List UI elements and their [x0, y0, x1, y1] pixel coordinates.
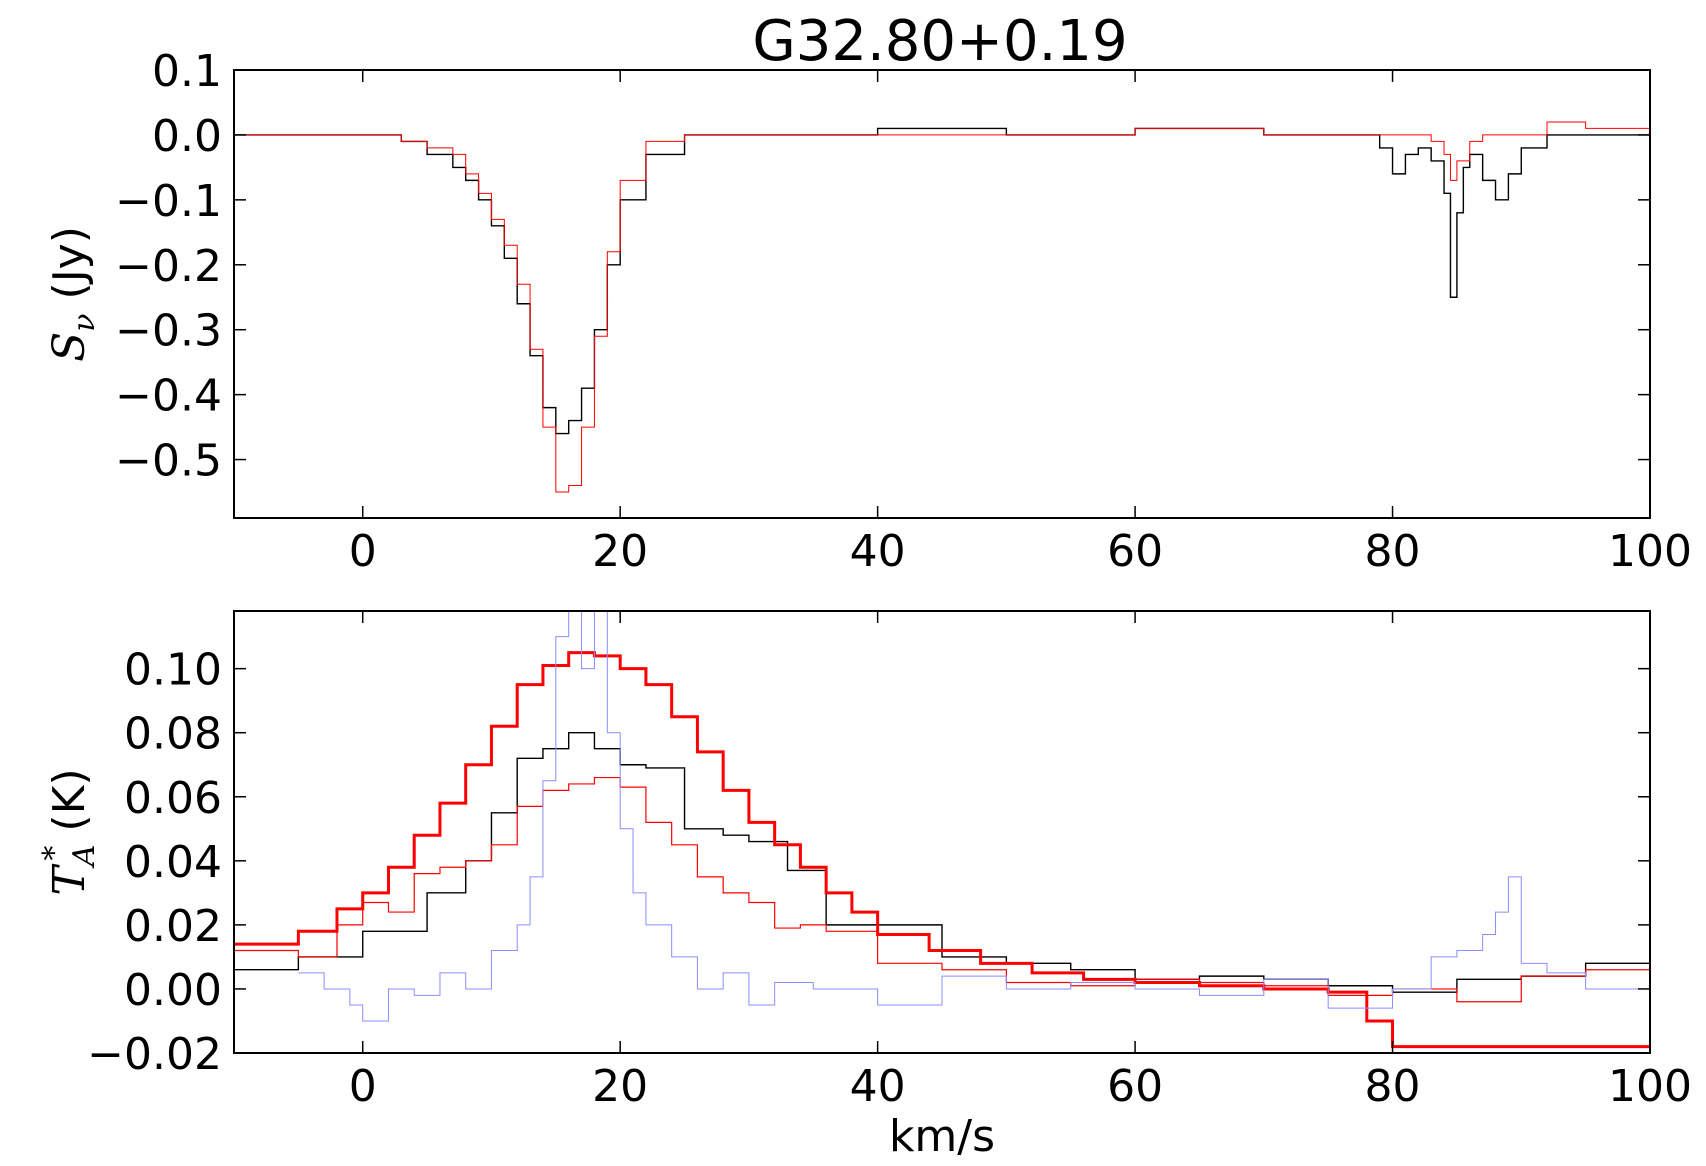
top-ytick-label: −0.5 [115, 436, 222, 487]
top-xtick-label: 60 [1107, 526, 1163, 577]
top-ytick-label: −0.1 [115, 176, 222, 227]
bottom-panel: 0 20 40 60 80 100 0.10 0.08 0.06 0.04 0.02 0.00 −0.0… [37, 610, 1692, 1162]
chart-title: G32.80+0.19 [752, 9, 1127, 74]
top-series-1-line [234, 121, 1650, 493]
bottom-ytick-label: 0.02 [124, 901, 222, 952]
bottom-xtick-label: 60 [1107, 1061, 1163, 1112]
top-ytick-label: 0.1 [152, 46, 222, 97]
bottom-xtick-label: 80 [1365, 1061, 1421, 1112]
top-panel: 0 20 40 60 80 100 0.1 0.0 −0.1 −0.2 −0.3 −0.4 −0.5 Sν… [44, 46, 1692, 577]
bottom-ytick-label: 0.06 [124, 773, 222, 824]
bottom-xtick-label: 20 [592, 1061, 648, 1112]
top-xtick-label: 0 [349, 526, 377, 577]
bottom-series-group [234, 611, 1650, 1049]
bottom-xlabel: km/s [889, 1111, 995, 1162]
bottom-ytick-label: 0.00 [124, 965, 222, 1016]
bottom-series-0-line [234, 732, 1650, 993]
top-ytick-label: −0.4 [115, 371, 222, 422]
top-xtick-label: 20 [592, 526, 648, 577]
top-xtick-label: 40 [850, 526, 906, 577]
bottom-series-3-line [298, 611, 1650, 1022]
bottom-xtick-label: 40 [850, 1061, 906, 1112]
bottom-ytick-label: −0.02 [87, 1029, 222, 1080]
top-ytick-label: 0.0 [152, 111, 222, 162]
top-xtick-label: 80 [1365, 526, 1421, 577]
top-plot-frame [233, 69, 1651, 519]
top-ylabel: Sν(Jy) [44, 226, 102, 362]
top-series-group [234, 121, 1650, 493]
bottom-ytick-label: 0.08 [124, 709, 222, 760]
top-series-0-line [234, 127, 1650, 435]
top-ytick-label: −0.2 [115, 241, 222, 292]
top-ytick-label: −0.3 [115, 306, 222, 357]
bottom-series-1-line [234, 776, 1650, 1003]
bottom-ytick-label: 0.04 [124, 837, 222, 888]
bottom-ylabel: TA*(K) [37, 768, 102, 895]
bottom-series-2-line [234, 651, 1650, 1049]
bottom-ytick-label: 0.10 [124, 645, 222, 696]
bottom-xtick-label: 0 [349, 1061, 377, 1112]
bottom-xtick-label: 100 [1608, 1061, 1692, 1112]
bottom-plot-frame [233, 610, 1651, 1054]
top-xtick-label: 100 [1608, 526, 1692, 577]
